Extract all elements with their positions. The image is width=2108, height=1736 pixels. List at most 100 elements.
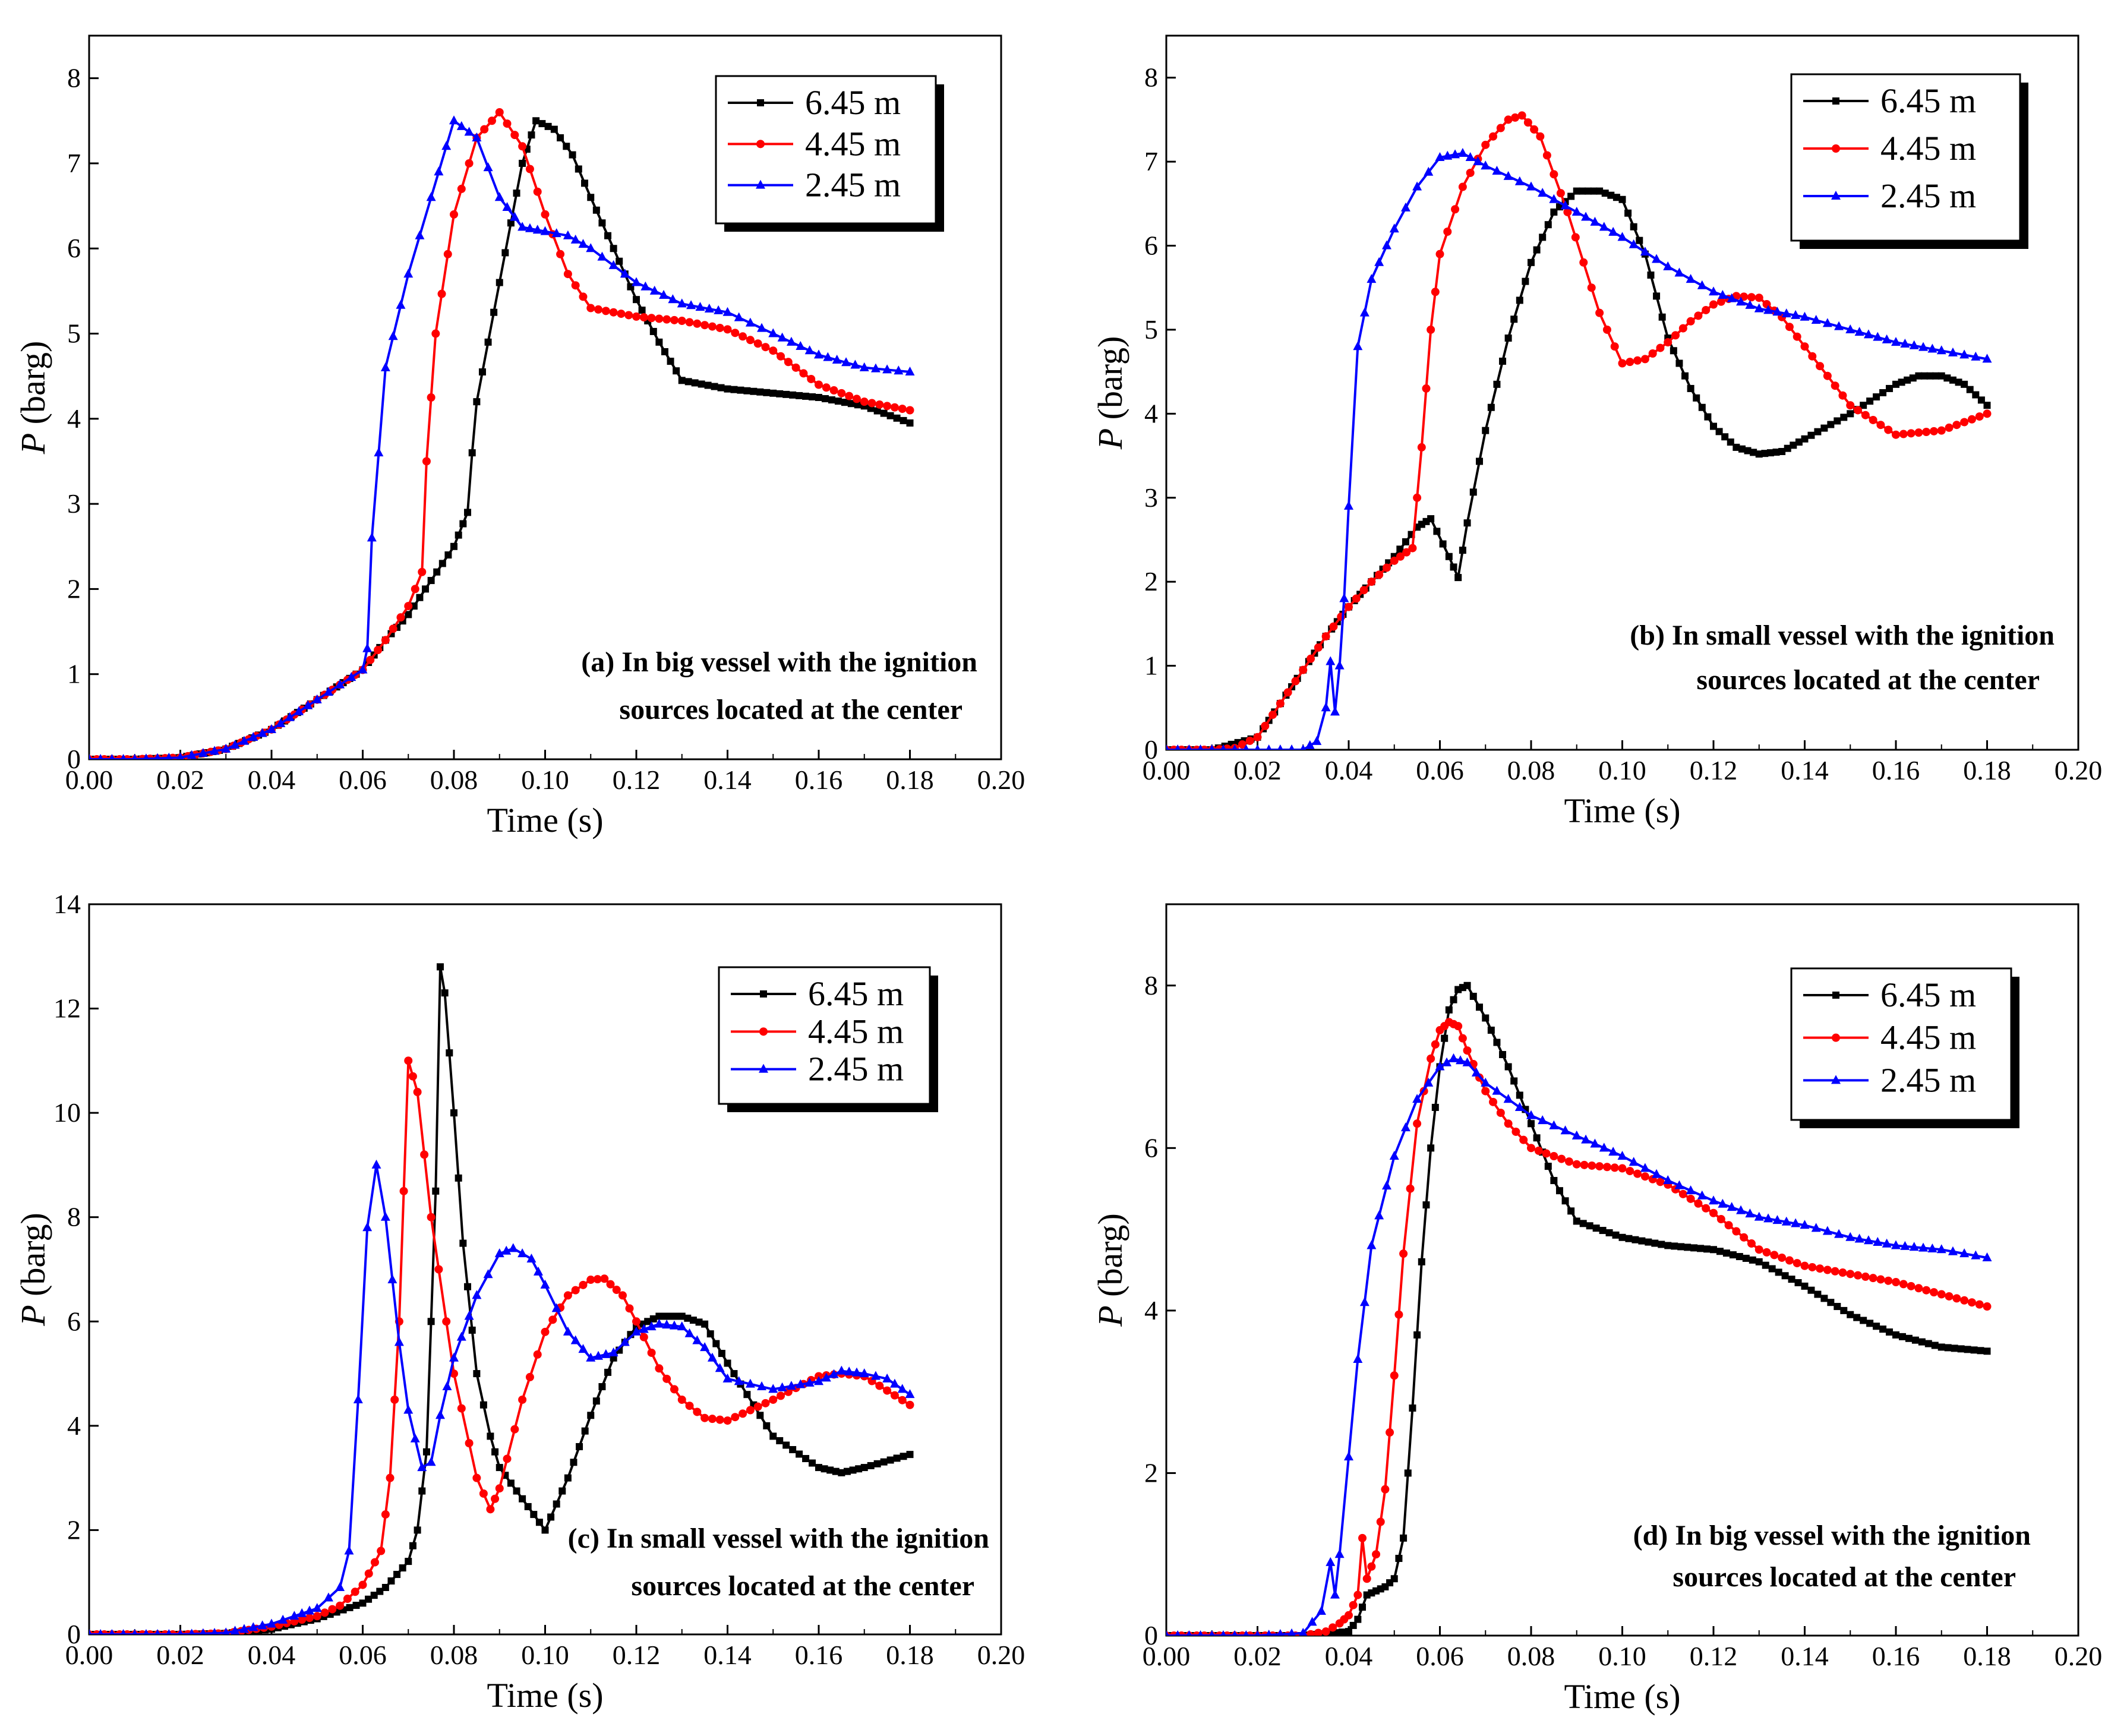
x-tick-label: 0.08 <box>1507 1641 1555 1671</box>
x-tick-label: 0.02 <box>156 765 204 795</box>
x-axis-title: Time (s) <box>1564 1677 1680 1716</box>
y-axis-title-unit: (barg) <box>14 1213 52 1305</box>
x-tick-label: 0.04 <box>248 765 296 795</box>
y-tick-label: 5 <box>1144 314 1158 345</box>
y-axis-title: P (barg) <box>1091 1213 1129 1327</box>
x-tick-label: 0.18 <box>886 765 934 795</box>
x-tick-label: 0.06 <box>339 765 387 795</box>
annotation-line-2: sources located at the center <box>1672 1561 2016 1593</box>
x-tick-label: 0.08 <box>430 1640 478 1670</box>
x-tick-label: 0.14 <box>703 765 752 795</box>
legend-label: 6.45 m <box>1880 81 1976 120</box>
x-tick-label: 0.10 <box>1598 755 1646 785</box>
x-tick-label: 0.10 <box>521 1640 569 1670</box>
y-tick-label: 2 <box>1144 1457 1158 1488</box>
chart-d: 0.00 0.02 0.04 0.06 0.08 0.10 0.12 0.14 0.16 0.18… <box>1091 903 2102 1716</box>
series-245m <box>1166 147 1992 750</box>
legend-label: 4.45 m <box>805 124 901 163</box>
legend-label: 2.45 m <box>1880 1060 1976 1099</box>
legend: 6.45 m4.45 m2.45 m <box>715 75 944 232</box>
series-245m <box>89 1159 915 1634</box>
legend-label: 4.45 m <box>808 1012 904 1050</box>
legend-label: 4.45 m <box>1880 1018 1976 1057</box>
x-tick-label: 0.00 <box>1143 755 1191 785</box>
x-tick-label: 0.12 <box>1690 755 1738 785</box>
legend: 6.45 m4.45 m2.45 m <box>718 966 938 1112</box>
legend-box <box>718 966 931 1105</box>
y-axis-title-unit: (barg) <box>14 341 52 433</box>
legend-box <box>1790 967 2012 1121</box>
y-tick-label: 8 <box>1144 970 1158 1000</box>
y-tick-label: 6 <box>67 1306 81 1336</box>
x-axis-title: Time (s) <box>487 1676 603 1715</box>
y-axis-title: P (barg) <box>14 1213 52 1327</box>
x-tick-label: 0.06 <box>339 1640 387 1670</box>
y-axis-title-symbol: P <box>1091 428 1129 450</box>
annotation-line-1: (c) In small vessel with the ignition <box>568 1523 989 1554</box>
annotation-line-1: (a) In big vessel with the ignition <box>581 646 977 678</box>
y-axis-title: P (barg) <box>1091 336 1129 450</box>
x-tick-label: 0.12 <box>1690 1641 1738 1671</box>
x-tick-label: 0.20 <box>2055 755 2103 785</box>
y-tick-label: 7 <box>67 148 81 178</box>
series-245m <box>89 115 915 759</box>
x-tick-label: 0.12 <box>613 1640 661 1670</box>
x-tick-label: 0.04 <box>1325 755 1373 785</box>
y-tick-label: 2 <box>67 1514 81 1545</box>
y-tick-label: 1 <box>67 659 81 689</box>
legend-box <box>715 75 937 225</box>
y-tick-label: 4 <box>1144 398 1158 428</box>
x-tick-label: 0.00 <box>1143 1641 1191 1671</box>
x-tick-label: 0.20 <box>977 765 1025 795</box>
y-tick-label: 5 <box>67 318 81 349</box>
chart-a: 0.00 0.02 0.04 0.06 0.08 0.10 0.12 0.14 0.16 0.18… <box>14 34 1025 839</box>
x-tick-label: 0.14 <box>1781 1641 1829 1671</box>
legend-label: 2.45 m <box>808 1050 904 1088</box>
y-tick-label: 4 <box>67 403 81 434</box>
y-tick-label: 3 <box>1144 482 1158 513</box>
y-tick-label: 10 <box>53 1097 81 1128</box>
y-axis-title-unit: (barg) <box>1091 1213 1129 1305</box>
x-tick-label: 0.00 <box>65 765 113 795</box>
annotation-line-1: (b) In small vessel with the ignition <box>1630 620 2055 651</box>
y-tick-label: 8 <box>1144 62 1158 93</box>
y-axis-title-unit: (barg) <box>1091 336 1129 428</box>
x-tick-label: 0.18 <box>1963 1641 2011 1671</box>
y-tick-label: 6 <box>1144 231 1158 261</box>
x-tick-label: 0.08 <box>430 765 478 795</box>
x-tick-label: 0.10 <box>521 765 569 795</box>
x-tick-label: 0.18 <box>886 1640 934 1670</box>
annotation-line-2: sources located at the center <box>1696 664 2040 696</box>
legend: 6.45 m4.45 m2.45 m <box>1790 967 2019 1128</box>
y-tick-label: 4 <box>67 1410 81 1441</box>
y-tick-label: 3 <box>67 488 81 519</box>
y-tick-label: 0 <box>1144 734 1158 765</box>
x-tick-label: 0.02 <box>156 1640 204 1670</box>
x-tick-label: 0.08 <box>1507 755 1555 785</box>
annotation-line-1: (d) In big vessel with the ignition <box>1633 1520 2031 1551</box>
x-tick-label: 0.20 <box>977 1640 1025 1670</box>
y-tick-label: 0 <box>67 744 81 774</box>
series-445m <box>1166 111 1992 750</box>
legend-label: 6.45 m <box>805 83 901 122</box>
legend-label: 6.45 m <box>808 974 904 1013</box>
y-axis-title-symbol: P <box>1091 1305 1129 1327</box>
x-tick-label: 0.04 <box>248 1640 296 1670</box>
x-tick-label: 0.12 <box>613 765 661 795</box>
x-tick-label: 0.18 <box>1963 755 2011 785</box>
y-tick-label: 6 <box>1144 1132 1158 1163</box>
y-tick-label: 0 <box>1144 1620 1158 1650</box>
y-tick-label: 0 <box>67 1619 81 1649</box>
y-tick-label: 8 <box>67 1202 81 1232</box>
x-tick-label: 0.16 <box>1872 1641 1920 1671</box>
y-tick-label: 2 <box>1144 566 1158 596</box>
series-line <box>89 1163 911 1634</box>
x-tick-label: 0.16 <box>795 1640 843 1670</box>
legend-label: 2.45 m <box>805 166 901 204</box>
x-tick-label: 0.02 <box>1233 755 1282 785</box>
x-tick-label: 0.04 <box>1325 1641 1373 1671</box>
chart-b: 0.00 0.02 0.04 0.06 0.08 0.10 0.12 0.14 0.16 0.18… <box>1091 34 2103 830</box>
x-tick-label: 0.16 <box>1872 755 1920 785</box>
series-245m <box>1166 1053 1992 1636</box>
